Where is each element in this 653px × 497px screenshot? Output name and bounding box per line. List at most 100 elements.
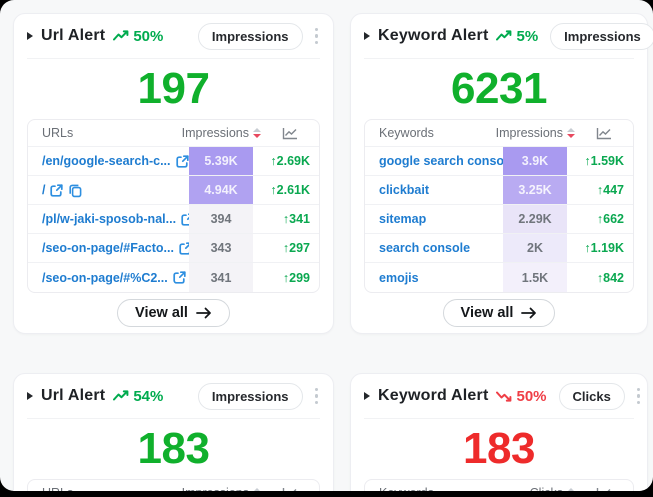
external-link-icon[interactable] — [175, 154, 189, 169]
change-value: ↑2.61K — [270, 183, 310, 197]
view-all-button[interactable]: View all — [442, 299, 556, 327]
trend-percentage: 50% — [133, 27, 164, 45]
table-row: /seo-on-page/#%C2... 341 ↑299 — [28, 263, 319, 292]
trend-up-icon — [113, 30, 129, 41]
trend-percentage: 54% — [133, 387, 164, 405]
keyword-alert-card-1: Keyword Alert 5% Impressions 6231 Keywor… — [350, 13, 653, 334]
metric-pill-button[interactable]: Impressions — [197, 382, 303, 410]
copy-icon[interactable] — [68, 183, 83, 198]
change-value: ↑299 — [282, 270, 310, 285]
keyword-cell: emojis — [365, 263, 503, 292]
table-row: clickbait 3.25K ↑447 — [365, 176, 633, 205]
view-all-button[interactable]: View all — [117, 299, 230, 327]
url-link[interactable]: /seo-on-page/#Facto... — [42, 241, 174, 255]
change-value: ↑297 — [282, 241, 310, 255]
url-cell: /seo-on-page/#%C2... — [28, 263, 189, 292]
arrow-right-icon — [521, 307, 537, 319]
chart-icon[interactable] — [596, 487, 612, 492]
value-column-header[interactable]: Impressions — [182, 126, 261, 140]
trend-percentage: 5% — [516, 27, 539, 45]
more-menu-button[interactable] — [309, 384, 321, 409]
card-header: Url Alert 54% Impressions — [27, 374, 320, 419]
alert-table: URLs Impressions — [27, 479, 320, 491]
more-menu-button[interactable] — [309, 24, 321, 49]
table-header-row: Keywords Clicks — [365, 480, 633, 491]
url-cell: / — [28, 176, 189, 204]
impressions-value: 394 — [189, 205, 253, 233]
change-value: ↑842 — [596, 270, 624, 285]
collapse-triangle-icon[interactable] — [364, 392, 370, 400]
collapse-triangle-icon[interactable] — [364, 32, 370, 40]
metric-pill-button[interactable]: Impressions — [197, 22, 303, 50]
keyword-cell: sitemap — [365, 205, 503, 233]
external-link-icon[interactable] — [178, 241, 189, 256]
sort-desc-icon[interactable] — [253, 128, 261, 138]
url-link[interactable]: / — [42, 183, 46, 197]
more-menu-button[interactable] — [631, 384, 643, 409]
trend-indicator: 5% — [496, 28, 538, 45]
alert-table: URLs Impressions /en/google-search — [27, 119, 320, 293]
external-link-icon[interactable] — [180, 212, 189, 227]
label-column-header: Keywords — [379, 126, 434, 140]
card-header: Url Alert 50% Impressions — [27, 14, 320, 59]
keyword-link[interactable]: sitemap — [379, 212, 427, 226]
card-header: Keyword Alert 5% Impressions — [364, 14, 653, 59]
card-title: Url Alert — [41, 387, 106, 404]
alert-big-number: 6231 — [451, 64, 547, 113]
chart-icon[interactable] — [596, 127, 612, 140]
metric-pill-button[interactable]: Clicks — [558, 382, 625, 410]
url-alert-card-1: Url Alert 50% Impressions 197 URLs I — [13, 13, 334, 334]
table-row: google search console 3.9K ↑1.59K — [365, 147, 633, 176]
card-title: Keyword Alert — [378, 27, 489, 44]
keyword-link[interactable]: emojis — [379, 270, 419, 285]
label-column-header: URLs — [28, 486, 182, 491]
sort-desc-icon[interactable] — [253, 488, 261, 491]
collapse-triangle-icon[interactable] — [27, 392, 33, 400]
table-row: /en/google-search-c... 5.39K ↑2.69K — [28, 147, 319, 176]
sort-desc-icon[interactable] — [567, 488, 575, 491]
url-cell: /en/google-search-c... — [28, 147, 189, 175]
url-cell: /seo-on-page/#Facto... — [28, 234, 189, 262]
change-value: ↑1.59K — [584, 154, 624, 168]
value-column-header[interactable]: Clicks — [530, 486, 575, 491]
url-link[interactable]: /seo-on-page/#%C2... — [42, 270, 168, 285]
alert-table: Keywords Clicks — [364, 479, 634, 491]
table-row: emojis 1.5K ↑842 — [365, 263, 633, 292]
change-value: ↑662 — [596, 212, 624, 226]
table-header-row: URLs Impressions — [28, 120, 319, 147]
trend-indicator: 50% — [496, 388, 547, 405]
url-link[interactable]: /en/google-search-c... — [42, 154, 171, 168]
chart-icon[interactable] — [282, 127, 298, 140]
collapse-triangle-icon[interactable] — [27, 32, 33, 40]
trend-down-icon — [496, 391, 512, 402]
trend-indicator: 50% — [113, 28, 163, 45]
impressions-value: 3.25K — [503, 176, 567, 204]
table-header-row: Keywords Impressions — [365, 120, 633, 147]
keyword-link[interactable]: search console — [379, 241, 471, 255]
impressions-value: 343 — [189, 234, 253, 262]
keyword-cell: google search console — [365, 147, 503, 175]
impressions-value: 4.94K — [189, 176, 253, 204]
table-row: search console 2K ↑1.19K — [365, 234, 633, 263]
url-link[interactable]: /pl/w-jaki-sposob-nal... — [42, 212, 177, 226]
metric-pill-button[interactable]: Impressions — [550, 22, 653, 50]
external-link-icon[interactable] — [49, 183, 64, 198]
impressions-value: 2.29K — [503, 205, 567, 233]
alert-big-number: 183 — [137, 424, 210, 473]
url-alert-card-2: Url Alert 54% Impressions 183 URLs I — [13, 373, 334, 491]
change-value: ↑2.69K — [270, 154, 310, 168]
keyword-link[interactable]: google search console — [379, 154, 503, 168]
change-value: ↑447 — [596, 183, 624, 197]
value-column-header[interactable]: Impressions — [182, 486, 261, 491]
keyword-cell: clickbait — [365, 176, 503, 204]
value-column-header[interactable]: Impressions — [496, 126, 575, 140]
external-link-icon[interactable] — [172, 270, 187, 285]
keyword-alert-card-2: Keyword Alert 50% Clicks 183 Keywords — [350, 373, 648, 491]
sort-desc-icon[interactable] — [567, 128, 575, 138]
impressions-value: 2K — [503, 234, 567, 262]
trend-indicator: 54% — [113, 388, 163, 405]
chart-icon[interactable] — [282, 487, 298, 492]
alert-table: Keywords Impressions google search — [364, 119, 634, 293]
keyword-link[interactable]: clickbait — [379, 183, 430, 197]
